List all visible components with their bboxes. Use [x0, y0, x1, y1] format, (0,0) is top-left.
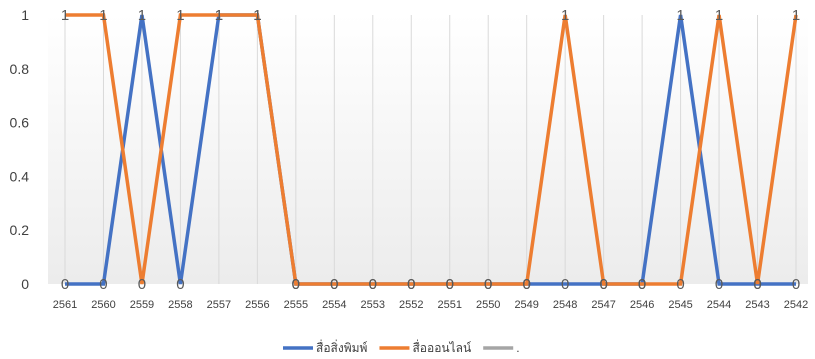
x-tick-label: 2551 — [437, 299, 461, 311]
x-tick-label: 2552 — [399, 299, 423, 311]
x-tick-label: 2547 — [591, 299, 615, 311]
data-label: 0 — [369, 276, 377, 293]
data-label: 1 — [215, 7, 223, 24]
series-line-1 — [65, 13, 798, 286]
data-label: 1 — [676, 7, 684, 24]
x-tick-label: 2546 — [630, 299, 654, 311]
x-tick-label: 2561 — [53, 299, 77, 311]
x-tick-label: 2548 — [553, 299, 577, 311]
data-label: 1 — [99, 7, 107, 24]
y-tick-label: 0.4 — [10, 168, 30, 184]
x-tick-label: 2542 — [784, 299, 808, 311]
data-label: 0 — [715, 276, 723, 293]
data-label: 0 — [369, 276, 377, 293]
data-label: 1 — [215, 7, 223, 24]
data-label: 0 — [292, 276, 300, 293]
data-label: 0 — [292, 276, 300, 293]
data-label: 0 — [561, 276, 569, 293]
x-tick-label: 2549 — [514, 299, 538, 311]
gridlines — [64, 15, 797, 284]
data-label: 1 — [253, 7, 261, 24]
data-label: 0 — [138, 276, 146, 293]
x-tick-label: 2544 — [707, 299, 731, 311]
data-label: 0 — [407, 276, 415, 293]
data-label: 0 — [484, 276, 492, 293]
data-label: 0 — [484, 276, 492, 293]
data-label: 0 — [753, 276, 761, 293]
data-label: 0 — [330, 276, 338, 293]
data-label: 0 — [523, 276, 531, 293]
x-tick-label: 2555 — [284, 299, 308, 311]
data-label: 0 — [676, 276, 684, 293]
legend-label-0: สื่อสิ่งพิมพ์ — [316, 339, 368, 354]
data-label: 1 — [176, 7, 184, 24]
data-label: 1 — [61, 7, 69, 24]
x-tick-label: 2557 — [207, 299, 231, 311]
series-lines — [65, 13, 798, 286]
y-tick-label: 0 — [21, 276, 29, 292]
data-label: 0 — [753, 276, 761, 293]
data-label: 0 — [330, 276, 338, 293]
x-tick-label: 2545 — [668, 299, 692, 311]
data-label: 0 — [638, 276, 646, 293]
data-label: 0 — [792, 276, 800, 293]
data-label: 0 — [599, 276, 607, 293]
x-tick-label: 2559 — [130, 299, 154, 311]
y-axis-ticks: 0 0.2 0.4 0.6 0.8 1 — [10, 7, 30, 292]
y-tick-label: 0.8 — [10, 61, 30, 77]
data-label: 0 — [61, 276, 69, 293]
data-label: 0 — [446, 276, 454, 293]
legend-label-2: . — [516, 341, 519, 354]
x-tick-label: 2553 — [361, 299, 385, 311]
x-tick-label: 2556 — [245, 299, 269, 311]
legend-label-1: สื่อออนไลน์ — [412, 339, 471, 354]
x-tick-label: 2558 — [168, 299, 192, 311]
y-tick-label: 0.6 — [10, 115, 30, 131]
data-label: 0 — [176, 276, 184, 293]
data-label: 0 — [99, 276, 107, 293]
x-tick-label: 2560 — [91, 299, 115, 311]
legend: สื่อสิ่งพิมพ์ สื่อออนไลน์. — [283, 339, 520, 355]
y-tick-label: 0.2 — [10, 222, 30, 238]
x-tick-label: 2550 — [476, 299, 500, 311]
data-label: 0 — [446, 276, 454, 293]
data-label: 1 — [715, 7, 723, 24]
x-tick-label: 2554 — [322, 299, 346, 311]
data-label: 1 — [138, 7, 146, 24]
x-axis-ticks: 2561 2560 2559 2558 2557 2556 2555 2554 2553 2552… — [53, 299, 808, 311]
data-label: 1 — [792, 7, 800, 24]
x-tick-label: 2543 — [745, 299, 769, 311]
data-label: 0 — [638, 276, 646, 293]
data-label: 0 — [599, 276, 607, 293]
data-label: 0 — [523, 276, 531, 293]
y-tick-label: 1 — [21, 7, 29, 23]
data-label: 1 — [253, 7, 261, 24]
data-label: 0 — [407, 276, 415, 293]
data-label: 1 — [561, 7, 569, 24]
